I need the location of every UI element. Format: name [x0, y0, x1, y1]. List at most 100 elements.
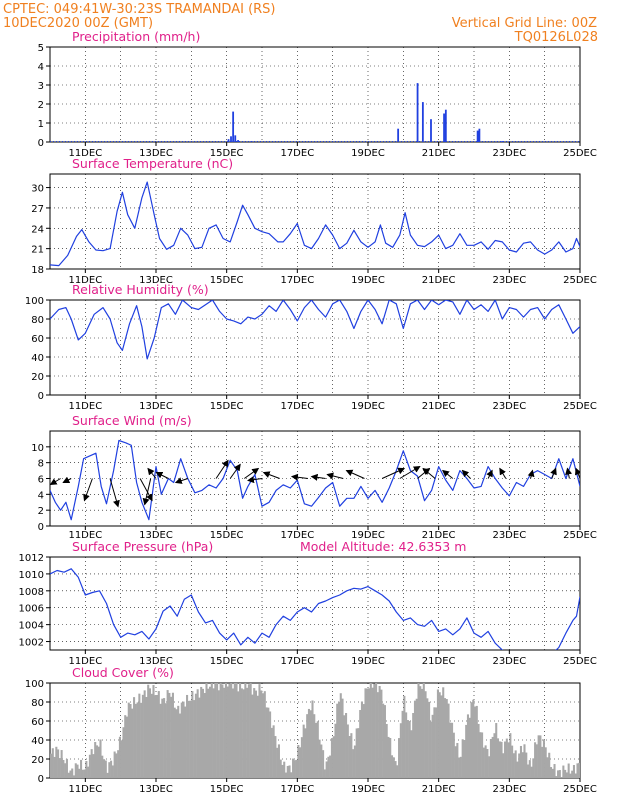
- cloud-bar: [456, 742, 459, 778]
- panel-title: Surface Pressure (hPa): [72, 539, 213, 554]
- cloud-bar: [260, 690, 263, 778]
- y-tick-label: 1010: [19, 570, 44, 581]
- plot-area: [50, 683, 580, 778]
- x-tick-label: 11DEC: [68, 275, 102, 286]
- cloud-bar: [171, 692, 174, 778]
- cloud-bar: [85, 760, 88, 778]
- cloud-bar: [246, 687, 249, 778]
- cloud-bar: [231, 688, 235, 778]
- x-tick-label: 15DEC: [210, 530, 244, 541]
- wind-arrow: [229, 463, 241, 479]
- cloud-bar: [565, 772, 568, 778]
- cloud-bar: [205, 683, 208, 778]
- cloud-bar: [539, 735, 542, 778]
- cloud-bar: [525, 752, 528, 778]
- cloud-bar: [555, 776, 558, 778]
- cloud-bar: [274, 736, 277, 778]
- cloud-bar: [242, 689, 245, 778]
- cloud-bar: [498, 741, 501, 778]
- cloud-bar: [421, 688, 424, 778]
- cloud-bar: [511, 745, 514, 778]
- cloud-bar: [318, 739, 321, 778]
- precip-bar: [237, 140, 239, 142]
- cloud-bar: [375, 683, 378, 778]
- panel-title: Cloud Cover (%): [72, 665, 174, 680]
- cloud-bar: [428, 701, 431, 778]
- cloud-bar: [332, 736, 335, 778]
- cloud-bar: [523, 744, 526, 778]
- cloud-bar: [410, 730, 413, 778]
- x-tick-label: 19DEC: [351, 275, 385, 286]
- y-tick-label: 40: [31, 353, 44, 364]
- cloud-bar: [87, 766, 90, 778]
- cloud-bar: [398, 738, 401, 778]
- wind-arrow: [244, 467, 260, 479]
- x-tick-label: 21DEC: [422, 401, 456, 412]
- precip-bar: [234, 135, 237, 142]
- cloud-bar: [117, 750, 120, 778]
- cloud-bar: [534, 742, 537, 778]
- cloud-bar: [148, 688, 151, 778]
- x-tick-label: 19DEC: [351, 148, 385, 159]
- cloud-bar: [337, 701, 341, 778]
- cloud-bar: [200, 686, 203, 778]
- cloud-bar: [329, 755, 332, 778]
- cloud-bar: [74, 763, 77, 778]
- cloud-bar: [401, 710, 404, 778]
- cloud-bar: [486, 749, 489, 778]
- cloud-bar: [230, 683, 233, 778]
- y-tick-label: 6: [38, 475, 44, 486]
- wind-arrow: [83, 478, 93, 502]
- cloud-bar: [256, 695, 259, 778]
- cloud-bar: [111, 765, 114, 778]
- cloud-bar: [463, 740, 466, 778]
- cloud-bar: [239, 683, 242, 778]
- cloud-bar: [212, 688, 215, 778]
- y-tick-label: 27: [31, 204, 44, 215]
- cloud-bar: [435, 707, 438, 778]
- x-tick-label: 25DEC: [563, 784, 597, 795]
- cloud-bar: [177, 705, 180, 778]
- y-tick-label: 40: [31, 736, 44, 747]
- plot-area: [50, 439, 580, 521]
- cloud-bar: [251, 694, 254, 778]
- cloud-bar: [429, 721, 432, 778]
- x-tick-label: 11DEC: [68, 784, 102, 795]
- cloud-bar: [118, 736, 121, 778]
- cloud-bar: [129, 703, 132, 778]
- wind-arrow: [147, 467, 157, 479]
- cloud-bar: [380, 689, 383, 778]
- cloud-bar: [514, 750, 517, 778]
- x-tick-label: 17DEC: [280, 401, 314, 412]
- cloud-bar: [164, 703, 167, 778]
- cloud-bar: [133, 697, 136, 778]
- grid-note: Vertical Grid Line: 00Z: [452, 16, 597, 31]
- x-tick-label: 23DEC: [492, 148, 526, 159]
- cloud-bar: [500, 741, 503, 778]
- cloud-bar: [336, 703, 339, 778]
- x-tick-label: 21DEC: [422, 784, 456, 795]
- cloud-bar: [78, 768, 81, 778]
- x-tick-label: 17DEC: [280, 148, 314, 159]
- cloud-bar: [55, 746, 58, 778]
- cloud-bar: [258, 684, 261, 778]
- cloud-bar: [267, 707, 270, 778]
- cloud-bar: [488, 756, 491, 778]
- cloud-bar: [249, 683, 252, 778]
- plot-area: [50, 300, 580, 360]
- x-tick-label: 25DEC: [563, 401, 597, 412]
- cloud-bar: [306, 714, 309, 778]
- cloud-bar: [254, 690, 257, 778]
- cloud-bar: [422, 683, 425, 778]
- cloud-bar: [412, 712, 415, 778]
- cloud-bar: [244, 683, 247, 778]
- precip-bar: [444, 109, 447, 142]
- cloud-bar: [88, 754, 91, 778]
- cloud-bar: [339, 693, 342, 778]
- cloud-bar: [72, 775, 76, 778]
- x-tick-label: 13DEC: [139, 148, 173, 159]
- cloud-bar: [80, 759, 83, 778]
- plot-area: [50, 83, 580, 142]
- x-tick-label: 11DEC: [68, 656, 102, 667]
- cloud-bar: [355, 728, 358, 778]
